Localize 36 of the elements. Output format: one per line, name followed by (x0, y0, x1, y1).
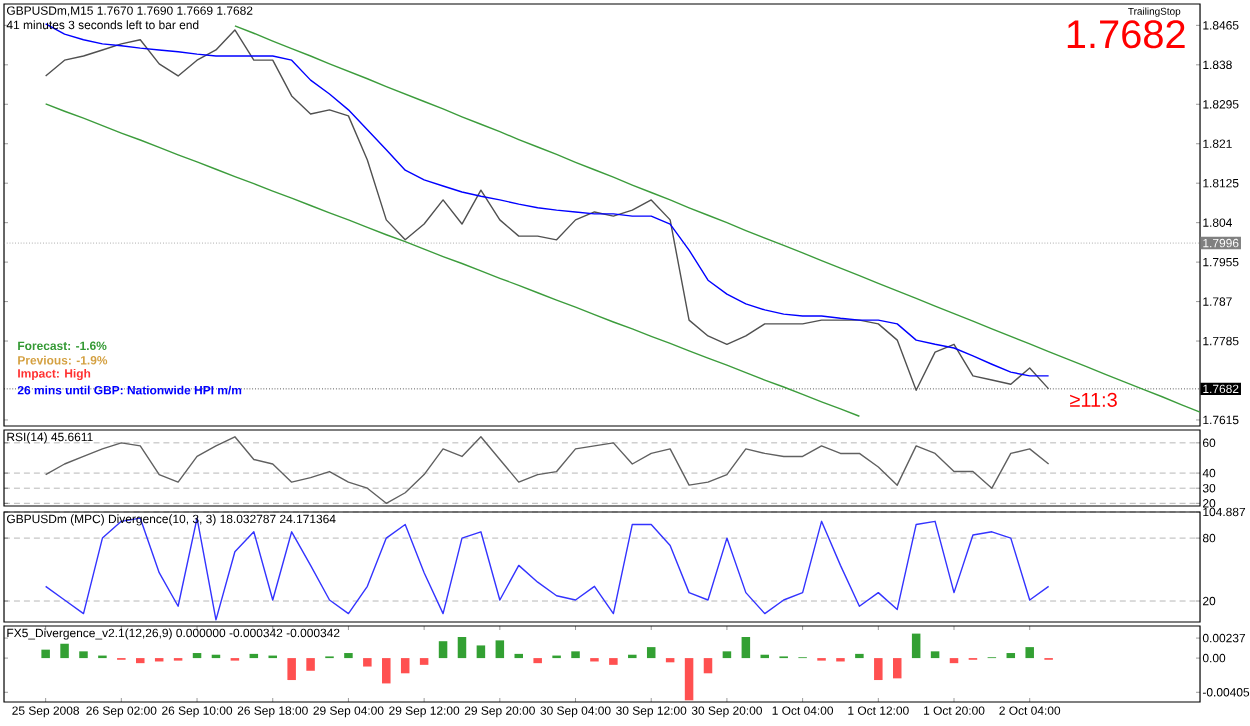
bar (514, 653, 524, 659)
annotation: 1.7682 (1067, 20, 1185, 49)
bar (609, 658, 618, 665)
bar (400, 658, 410, 674)
bar (722, 651, 732, 659)
bar (382, 658, 391, 684)
bar (949, 658, 959, 664)
bar (287, 658, 296, 681)
bar (419, 658, 429, 665)
bar (874, 658, 883, 681)
bar (457, 636, 467, 659)
bar (192, 653, 202, 659)
bar (855, 653, 864, 659)
bar (684, 658, 694, 701)
bar (438, 641, 448, 659)
bar (363, 658, 372, 667)
bar (911, 633, 921, 659)
bar (495, 640, 505, 659)
bar (136, 658, 145, 664)
bar (703, 658, 713, 674)
bar (892, 658, 902, 679)
bar (571, 651, 580, 659)
bar (344, 653, 353, 659)
bar (79, 651, 88, 659)
bar (533, 658, 542, 664)
bar (306, 658, 315, 671)
bar (1025, 647, 1034, 659)
bar (41, 649, 50, 659)
bar (646, 647, 656, 659)
bar (930, 651, 940, 659)
line-series (44, 436, 1050, 505)
bar (60, 643, 69, 659)
bar (476, 645, 486, 659)
bar (1006, 653, 1016, 659)
annotation: ≥11:3 (1070, 392, 1117, 407)
bar (741, 636, 751, 659)
